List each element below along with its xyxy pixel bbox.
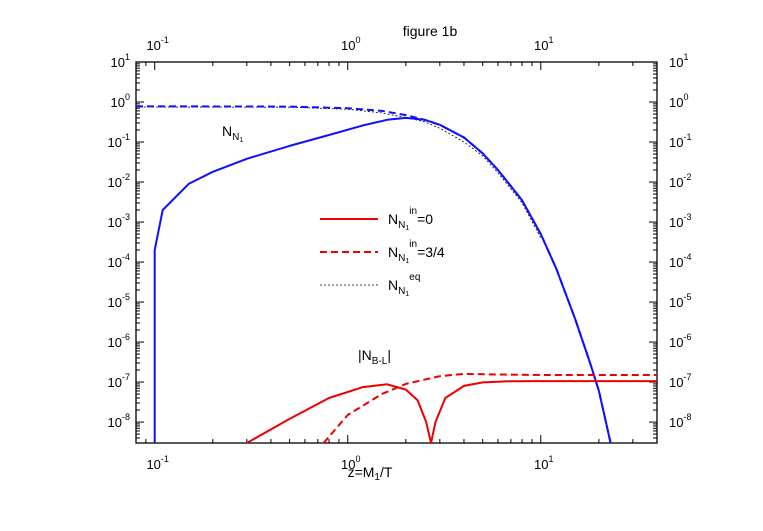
annotation-nn1: NN1 bbox=[222, 123, 243, 144]
y-tick-label-left: 10-1 bbox=[108, 132, 130, 150]
legend: NN1in=0 NN1in=3/4 NN1eq bbox=[320, 206, 445, 298]
y-tick-label-right: 10-1 bbox=[669, 132, 691, 150]
series-n_solid_blue bbox=[153, 116, 612, 443]
series-group bbox=[136, 105, 657, 443]
x-tick-label-bottom: 10-1 bbox=[146, 454, 168, 472]
x-tick-label-top: 101 bbox=[534, 35, 553, 53]
y-tick-label-left: 10-6 bbox=[108, 332, 130, 350]
tick-labels: 101 101 100 100 10-1 10-1 10-2 10-2 10-3 10-3 10-4… bbox=[108, 35, 692, 472]
y-tick-label-left: 100 bbox=[111, 92, 130, 110]
legend-label-1: NN1in=3/4 bbox=[388, 239, 445, 265]
x-tick-label-top: 100 bbox=[341, 35, 360, 53]
legend-label-0: NN1in=0 bbox=[388, 206, 433, 232]
y-tick-label-left: 10-2 bbox=[108, 172, 130, 190]
series-nbl_dashed_red bbox=[322, 372, 657, 443]
annotations: NN1 |NB-L| bbox=[222, 123, 391, 367]
y-tick-label-left: 10-4 bbox=[108, 252, 130, 270]
y-tick-label-right: 10-5 bbox=[669, 292, 691, 310]
axis-ticks bbox=[135, 62, 658, 444]
y-tick-label-right: 10-2 bbox=[669, 172, 691, 190]
y-tick-label-right: 10-6 bbox=[669, 332, 691, 350]
y-tick-label-left: 101 bbox=[111, 52, 130, 70]
y-tick-label-right: 100 bbox=[669, 92, 688, 110]
y-tick-label-right: 10-3 bbox=[669, 212, 691, 230]
chart-title: figure 1b bbox=[403, 23, 458, 39]
y-tick-label-right: 10-7 bbox=[669, 372, 691, 390]
series-nbl_solid_red bbox=[246, 380, 657, 443]
y-tick-label-right: 10-8 bbox=[669, 412, 691, 430]
x-tick-label-bottom: 101 bbox=[534, 454, 553, 472]
legend-label-2: NN1eq bbox=[388, 272, 420, 298]
y-tick-label-left: 10-5 bbox=[108, 292, 130, 310]
plot-frame bbox=[135, 61, 658, 444]
annotation-nbl: |NB-L| bbox=[358, 347, 391, 367]
y-tick-label-left: 10-8 bbox=[108, 412, 130, 430]
x-tick-label-top: 10-1 bbox=[146, 35, 168, 53]
x-axis-label: z=M1/T bbox=[348, 464, 393, 483]
y-tick-label-right: 101 bbox=[669, 52, 688, 70]
x-tick-label-bottom: 100 bbox=[341, 454, 360, 472]
y-tick-label-right: 10-4 bbox=[669, 252, 691, 270]
series-n_dashed_blue bbox=[136, 105, 612, 443]
y-tick-label-left: 10-3 bbox=[108, 212, 130, 230]
y-tick-label-left: 10-7 bbox=[108, 372, 130, 390]
